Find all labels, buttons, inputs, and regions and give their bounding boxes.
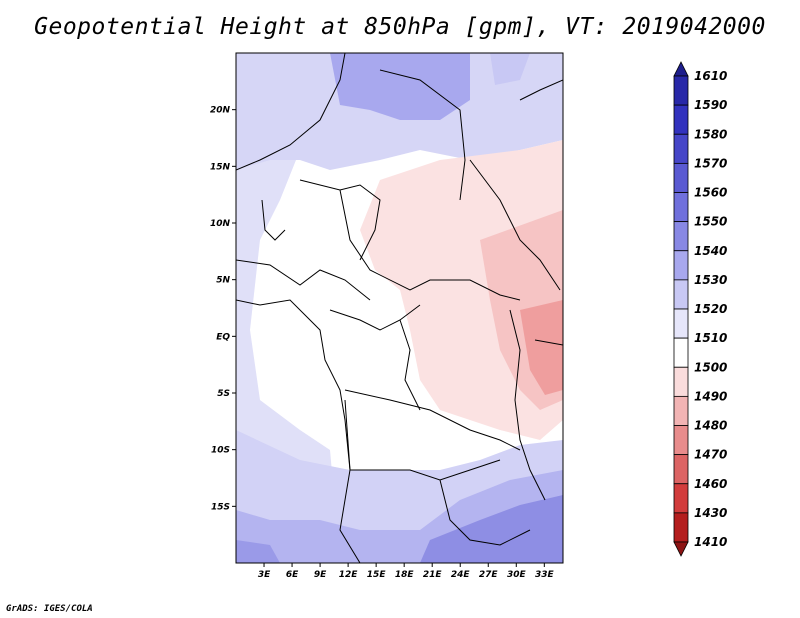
field-blue-southwest xyxy=(236,540,280,563)
chart-title: Geopotential Height at 850hPa [gpm], VT:… xyxy=(34,14,766,40)
colorbar-label: 1490 xyxy=(694,389,727,403)
lat-tick-label: 5N xyxy=(216,276,230,286)
colorbar-label: 1480 xyxy=(694,419,727,433)
lon-tick-label: 6E xyxy=(286,570,299,580)
colorbar-label: 1550 xyxy=(694,215,727,229)
coastline xyxy=(236,299,351,471)
lat-tick-label: EQ xyxy=(216,332,230,342)
lat-tick-label: 15N xyxy=(210,162,231,172)
shaded-field xyxy=(236,53,563,563)
colorbar-segment xyxy=(673,250,689,281)
lon-tick-label: 21E xyxy=(423,570,443,580)
lon-tick-label: 12E xyxy=(339,570,359,580)
colorbar-segment xyxy=(673,337,689,368)
country-borders xyxy=(236,53,563,563)
colorbar-segment xyxy=(673,75,689,106)
colorbar-segment xyxy=(673,192,689,223)
lon-tick-label: 9E xyxy=(314,570,327,580)
lat-tick-label: 10N xyxy=(210,219,231,229)
colorbar-segment xyxy=(673,221,689,252)
colorbar-label: 1530 xyxy=(694,273,727,287)
colorbar-segment xyxy=(673,279,689,310)
colorbar-label: 1460 xyxy=(694,477,727,491)
colorbar-label: 1510 xyxy=(694,331,727,345)
field-pink-lakes xyxy=(520,300,563,395)
colorbar-label: 1560 xyxy=(694,186,727,200)
lat-tick-label: 20N xyxy=(210,106,231,116)
colorbar-label: 1590 xyxy=(694,98,727,112)
colorbar: 1610 1590 1580 1570 1560 1550 1540 1530 1520 1510… xyxy=(673,61,727,557)
colorbar-segment xyxy=(673,308,689,339)
colorbar-segment xyxy=(673,366,689,397)
colorbar-label: 1500 xyxy=(694,360,727,374)
colorbar-bottom-arrow xyxy=(673,541,689,557)
lon-tick-label: 27E xyxy=(479,570,499,580)
colorbar-label: 1410 xyxy=(694,535,727,549)
colorbar-label: 1520 xyxy=(694,302,727,316)
colorbar-segment xyxy=(673,454,689,485)
colorbar-segment xyxy=(673,162,689,193)
lon-tick-label: 33E xyxy=(535,570,555,580)
field-blue-north xyxy=(330,53,470,120)
lon-tick-label: 3E xyxy=(258,570,271,580)
colorbar-segment xyxy=(673,483,689,514)
field-light-blue-west xyxy=(236,53,340,563)
field-blue-northeast xyxy=(490,53,530,85)
lon-tick-label: 15E xyxy=(367,570,387,580)
colorbar-label: 1580 xyxy=(694,127,727,141)
lat-tick-label: 10S xyxy=(211,446,230,456)
grads-credit: GrADS: IGES/COLA xyxy=(6,604,93,614)
lat-tick-label: 5S xyxy=(217,389,230,399)
colorbar-segment xyxy=(673,104,689,135)
field-blue-southeast xyxy=(420,495,563,563)
lon-tick-label: 24E xyxy=(451,570,471,580)
colorbar-label: 1470 xyxy=(694,448,727,462)
latitude-axis: 20N 15N 10N 5N EQ 5S 10S 15S xyxy=(210,106,236,512)
colorbar-segment xyxy=(673,133,689,164)
colorbar-top-arrow xyxy=(673,61,689,77)
lon-tick-label: 30E xyxy=(507,570,527,580)
colorbar-segment xyxy=(673,512,689,543)
colorbar-segment xyxy=(673,425,689,456)
colorbar-segment xyxy=(673,395,689,426)
colorbar-label: 1430 xyxy=(694,506,727,520)
colorbar-label: 1610 xyxy=(694,69,727,83)
colorbar-label: 1570 xyxy=(694,156,727,170)
lon-tick-label: 18E xyxy=(395,570,415,580)
map-frame xyxy=(235,52,564,564)
colorbar-label: 1540 xyxy=(694,244,727,258)
lat-tick-label: 15S xyxy=(211,502,230,512)
longitude-axis: 3E 6E 9E 12E 15E 18E 21E 24E 27E 30E 33E xyxy=(258,563,555,580)
